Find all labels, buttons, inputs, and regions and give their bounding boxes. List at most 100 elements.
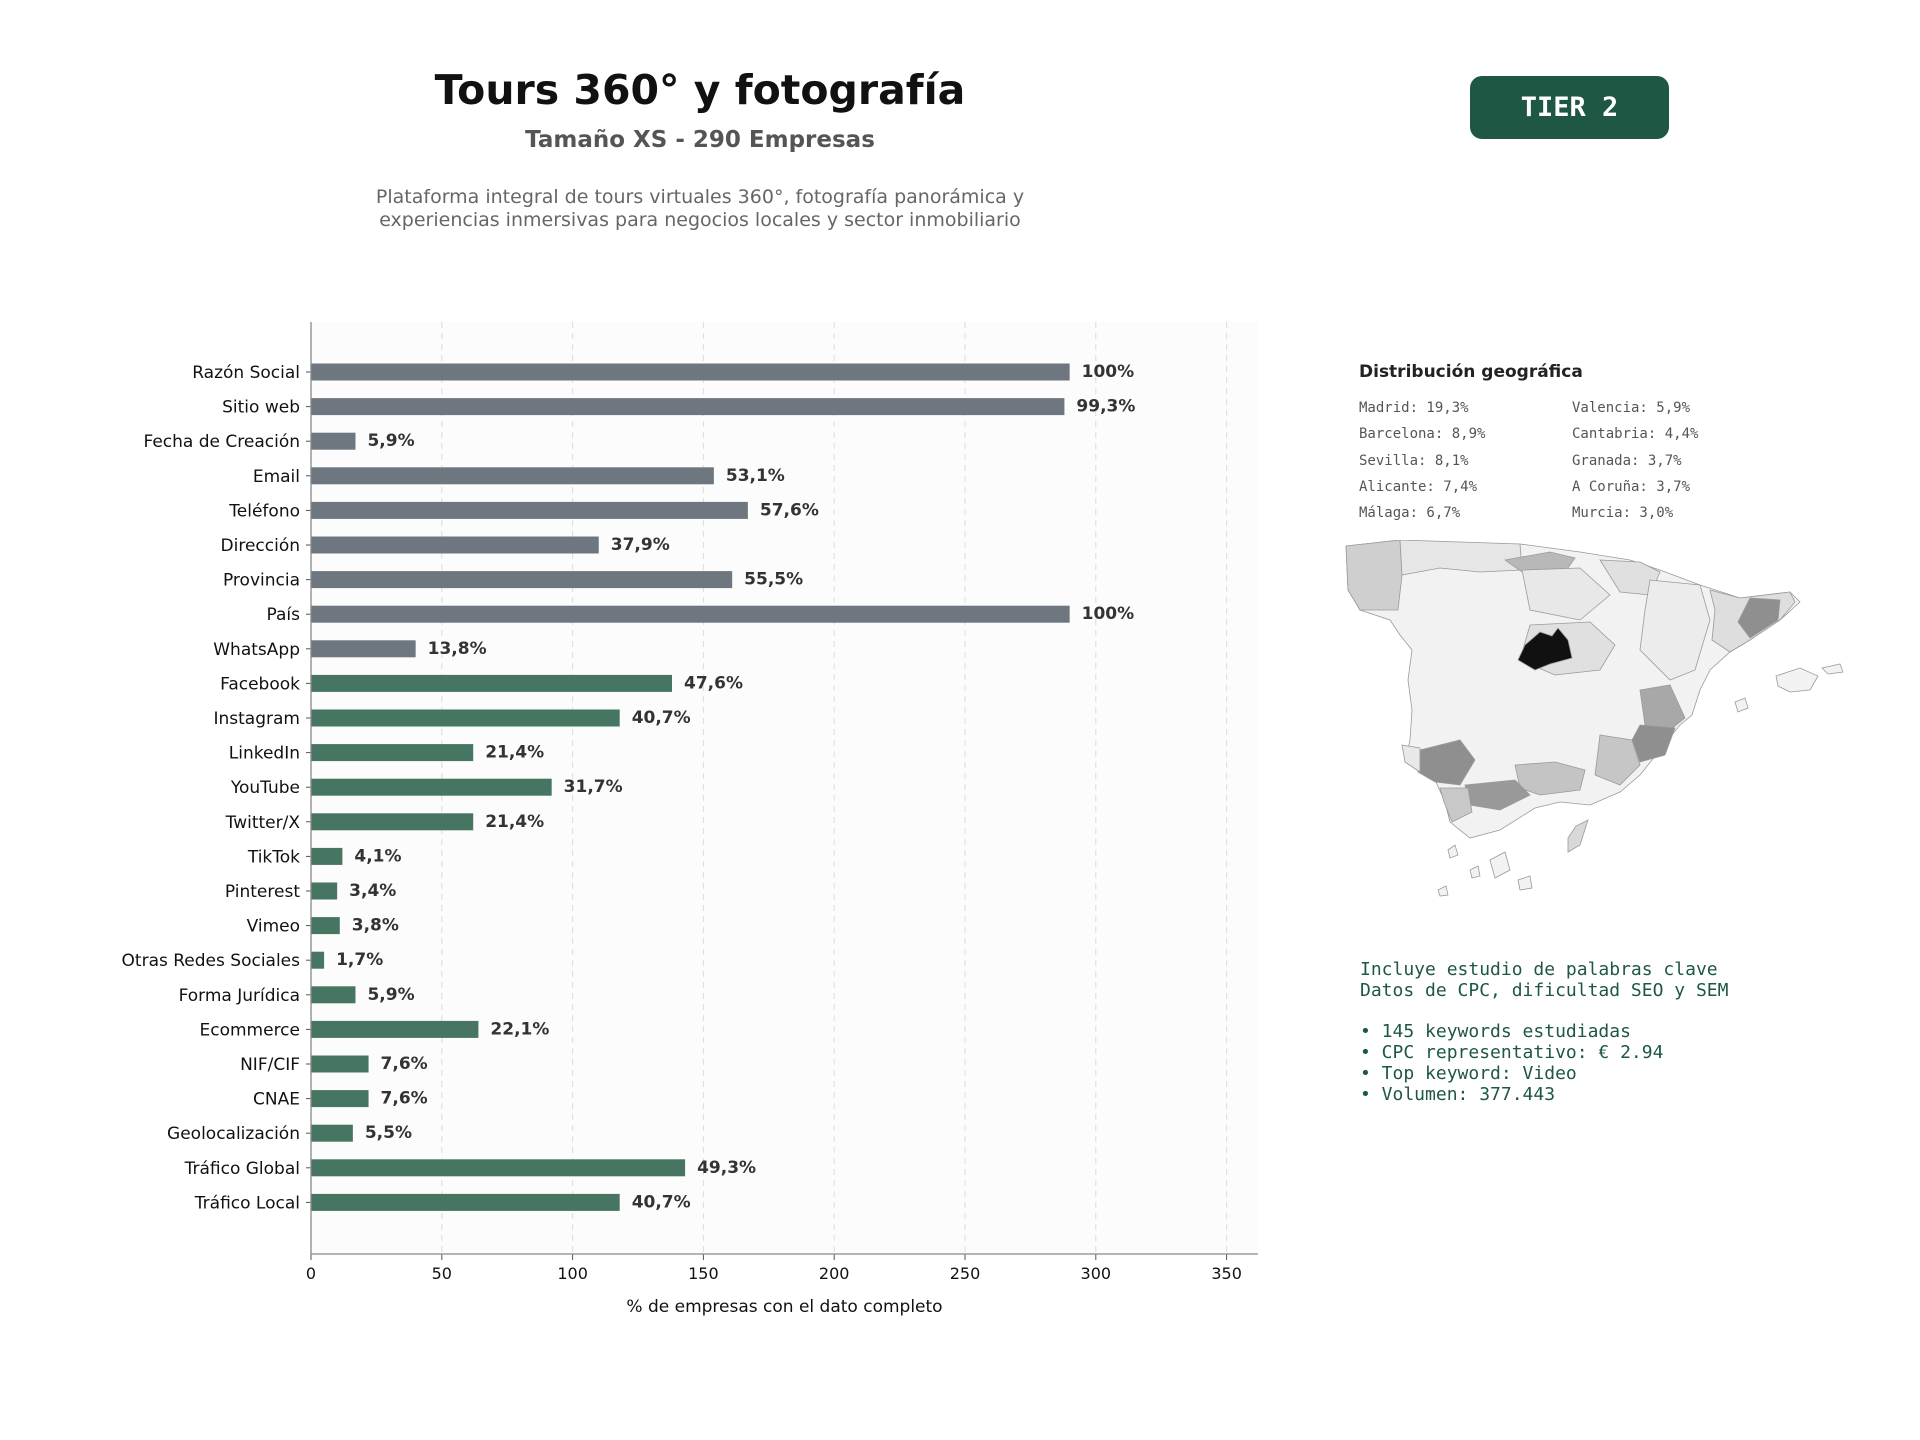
x-tick-label: 50 bbox=[432, 1264, 452, 1283]
page-description: Plataforma integral de tours virtuales 3… bbox=[0, 186, 1400, 232]
data-label: 31,7% bbox=[564, 777, 623, 797]
map-islands bbox=[1437, 663, 1844, 897]
description-line-2: experiencias inmersivas para negocios lo… bbox=[379, 209, 1021, 231]
bar bbox=[311, 1090, 369, 1108]
keywords-line2: Datos de CPC, dificultad SEO y SEM bbox=[1360, 980, 1729, 1001]
map-region-murcia bbox=[1594, 734, 1641, 786]
map-balearic-menorca bbox=[1821, 663, 1844, 675]
data-label: 37,9% bbox=[611, 535, 670, 555]
data-label: 5,5% bbox=[365, 1123, 412, 1143]
y-tick-label: CNAE bbox=[253, 1090, 300, 1110]
x-tick-label: 200 bbox=[819, 1264, 850, 1283]
data-label: 21,4% bbox=[485, 812, 544, 832]
keywords-line1: Incluye estudio de palabras clave bbox=[1360, 959, 1718, 980]
y-tick-label: Dirección bbox=[221, 536, 300, 556]
bar bbox=[311, 674, 673, 692]
data-label: 22,1% bbox=[490, 1019, 549, 1039]
y-tick-label: Provincia bbox=[223, 571, 300, 591]
bar bbox=[311, 1020, 479, 1038]
geo-item: Valencia: 5,9% bbox=[1572, 400, 1691, 416]
data-label: 5,9% bbox=[367, 985, 414, 1005]
data-label: 7,6% bbox=[381, 1054, 428, 1074]
bar bbox=[311, 917, 340, 935]
map-canary-3 bbox=[1489, 851, 1511, 879]
map-region-burgos bbox=[1521, 567, 1611, 621]
geo-item: Murcia: 3,0% bbox=[1572, 505, 1674, 522]
data-label: 40,7% bbox=[632, 708, 691, 728]
map-region-valencia bbox=[1639, 684, 1686, 731]
map-region-alicante bbox=[1631, 724, 1676, 763]
data-label: 3,8% bbox=[352, 916, 399, 936]
data-label: 40,7% bbox=[632, 1192, 691, 1212]
map-balearic-mallorca bbox=[1775, 667, 1819, 693]
y-tick-label: Facebook bbox=[220, 674, 300, 694]
data-label: 55,5% bbox=[744, 570, 803, 590]
data-label: 1,7% bbox=[336, 950, 383, 970]
page-title: Tours 360° y fotografía bbox=[434, 66, 966, 114]
map-region-aragon bbox=[1639, 579, 1711, 681]
data-label: 7,6% bbox=[381, 1089, 428, 1109]
y-tick-label: Fecha de Creación bbox=[143, 432, 300, 452]
map-canary-4 bbox=[1517, 875, 1533, 891]
tier-badge: TIER 2 bbox=[1470, 76, 1669, 139]
map-region-cadiz bbox=[1439, 787, 1473, 823]
map-canary-2 bbox=[1469, 865, 1481, 879]
bar bbox=[311, 1193, 620, 1211]
x-tick-label: 150 bbox=[688, 1264, 719, 1283]
map-region-north bbox=[1399, 540, 1523, 576]
x-axis-label: % de empresas con el dato completo bbox=[626, 1297, 942, 1317]
geo-list-col2: Valencia: 5,9% Cantabria: 4,4% Granada: … bbox=[1572, 398, 1698, 529]
bar-chart: 0 50 100 150 200 250 300 350 Razón Social 100% Sit… bbox=[122, 322, 1258, 1317]
bar bbox=[311, 640, 416, 658]
map-canary-6 bbox=[1437, 885, 1449, 897]
bar bbox=[311, 501, 748, 519]
y-tick-label: Razón Social bbox=[192, 363, 300, 383]
y-tick-label: Tráfico Global bbox=[184, 1159, 300, 1179]
description-line-1: Plataforma integral de tours virtuales 3… bbox=[375, 186, 1025, 208]
geo-item: Alicante: 7,4% bbox=[1359, 478, 1478, 495]
data-label: 13,8% bbox=[428, 639, 487, 659]
bar bbox=[311, 986, 356, 1004]
bar bbox=[311, 709, 620, 727]
keywords-panel: Incluye estudio de palabras clave Datos … bbox=[1360, 959, 1728, 1105]
bar bbox=[311, 847, 343, 865]
x-tick-label: 100 bbox=[557, 1264, 588, 1283]
y-tick-label: Teléfono bbox=[228, 501, 300, 521]
bar bbox=[311, 1124, 353, 1142]
y-tick-label: País bbox=[267, 605, 301, 625]
data-label: 99,3% bbox=[1076, 397, 1135, 417]
y-tick-label: LinkedIn bbox=[229, 744, 300, 764]
bar bbox=[311, 536, 599, 554]
bar bbox=[311, 398, 1065, 416]
map-regions bbox=[1345, 540, 1801, 839]
y-tick-label: WhatsApp bbox=[213, 640, 300, 660]
geo-item: Sevilla: 8,1% bbox=[1359, 452, 1469, 469]
map-region-galicia bbox=[1345, 540, 1403, 611]
bar bbox=[311, 778, 552, 796]
map-balearic-ibiza bbox=[1734, 697, 1749, 713]
y-tick-label: Geolocalización bbox=[167, 1124, 300, 1144]
data-label: 3,4% bbox=[349, 881, 396, 901]
y-tick-label: Forma Jurídica bbox=[179, 986, 300, 1006]
geo-item: Granada: 3,7% bbox=[1572, 452, 1682, 469]
bar bbox=[311, 605, 1070, 623]
bar bbox=[311, 882, 338, 900]
data-label: 49,3% bbox=[697, 1158, 756, 1178]
x-tick-label: 350 bbox=[1211, 1264, 1242, 1283]
y-tick-label: Ecommerce bbox=[200, 1020, 301, 1040]
y-tick-label: NIF/CIF bbox=[240, 1055, 300, 1075]
y-tick-label: Tráfico Local bbox=[194, 1193, 300, 1213]
y-tick-label: Pinterest bbox=[225, 882, 300, 902]
bar bbox=[311, 813, 474, 831]
geo-item: Cantabria: 4,4% bbox=[1572, 426, 1699, 443]
geo-item: A Coruña: 3,7% bbox=[1572, 478, 1691, 495]
y-tick-label: Email bbox=[253, 467, 300, 487]
map-canary-5 bbox=[1567, 819, 1589, 853]
bar bbox=[311, 467, 714, 485]
y-tick-label: TikTok bbox=[247, 847, 300, 867]
bar bbox=[311, 951, 325, 969]
map-region-sevilla bbox=[1417, 739, 1476, 786]
geo-item: Málaga: 6,7% bbox=[1359, 505, 1461, 522]
map-canary-1 bbox=[1447, 844, 1459, 859]
map-region-madrid bbox=[1517, 627, 1573, 671]
